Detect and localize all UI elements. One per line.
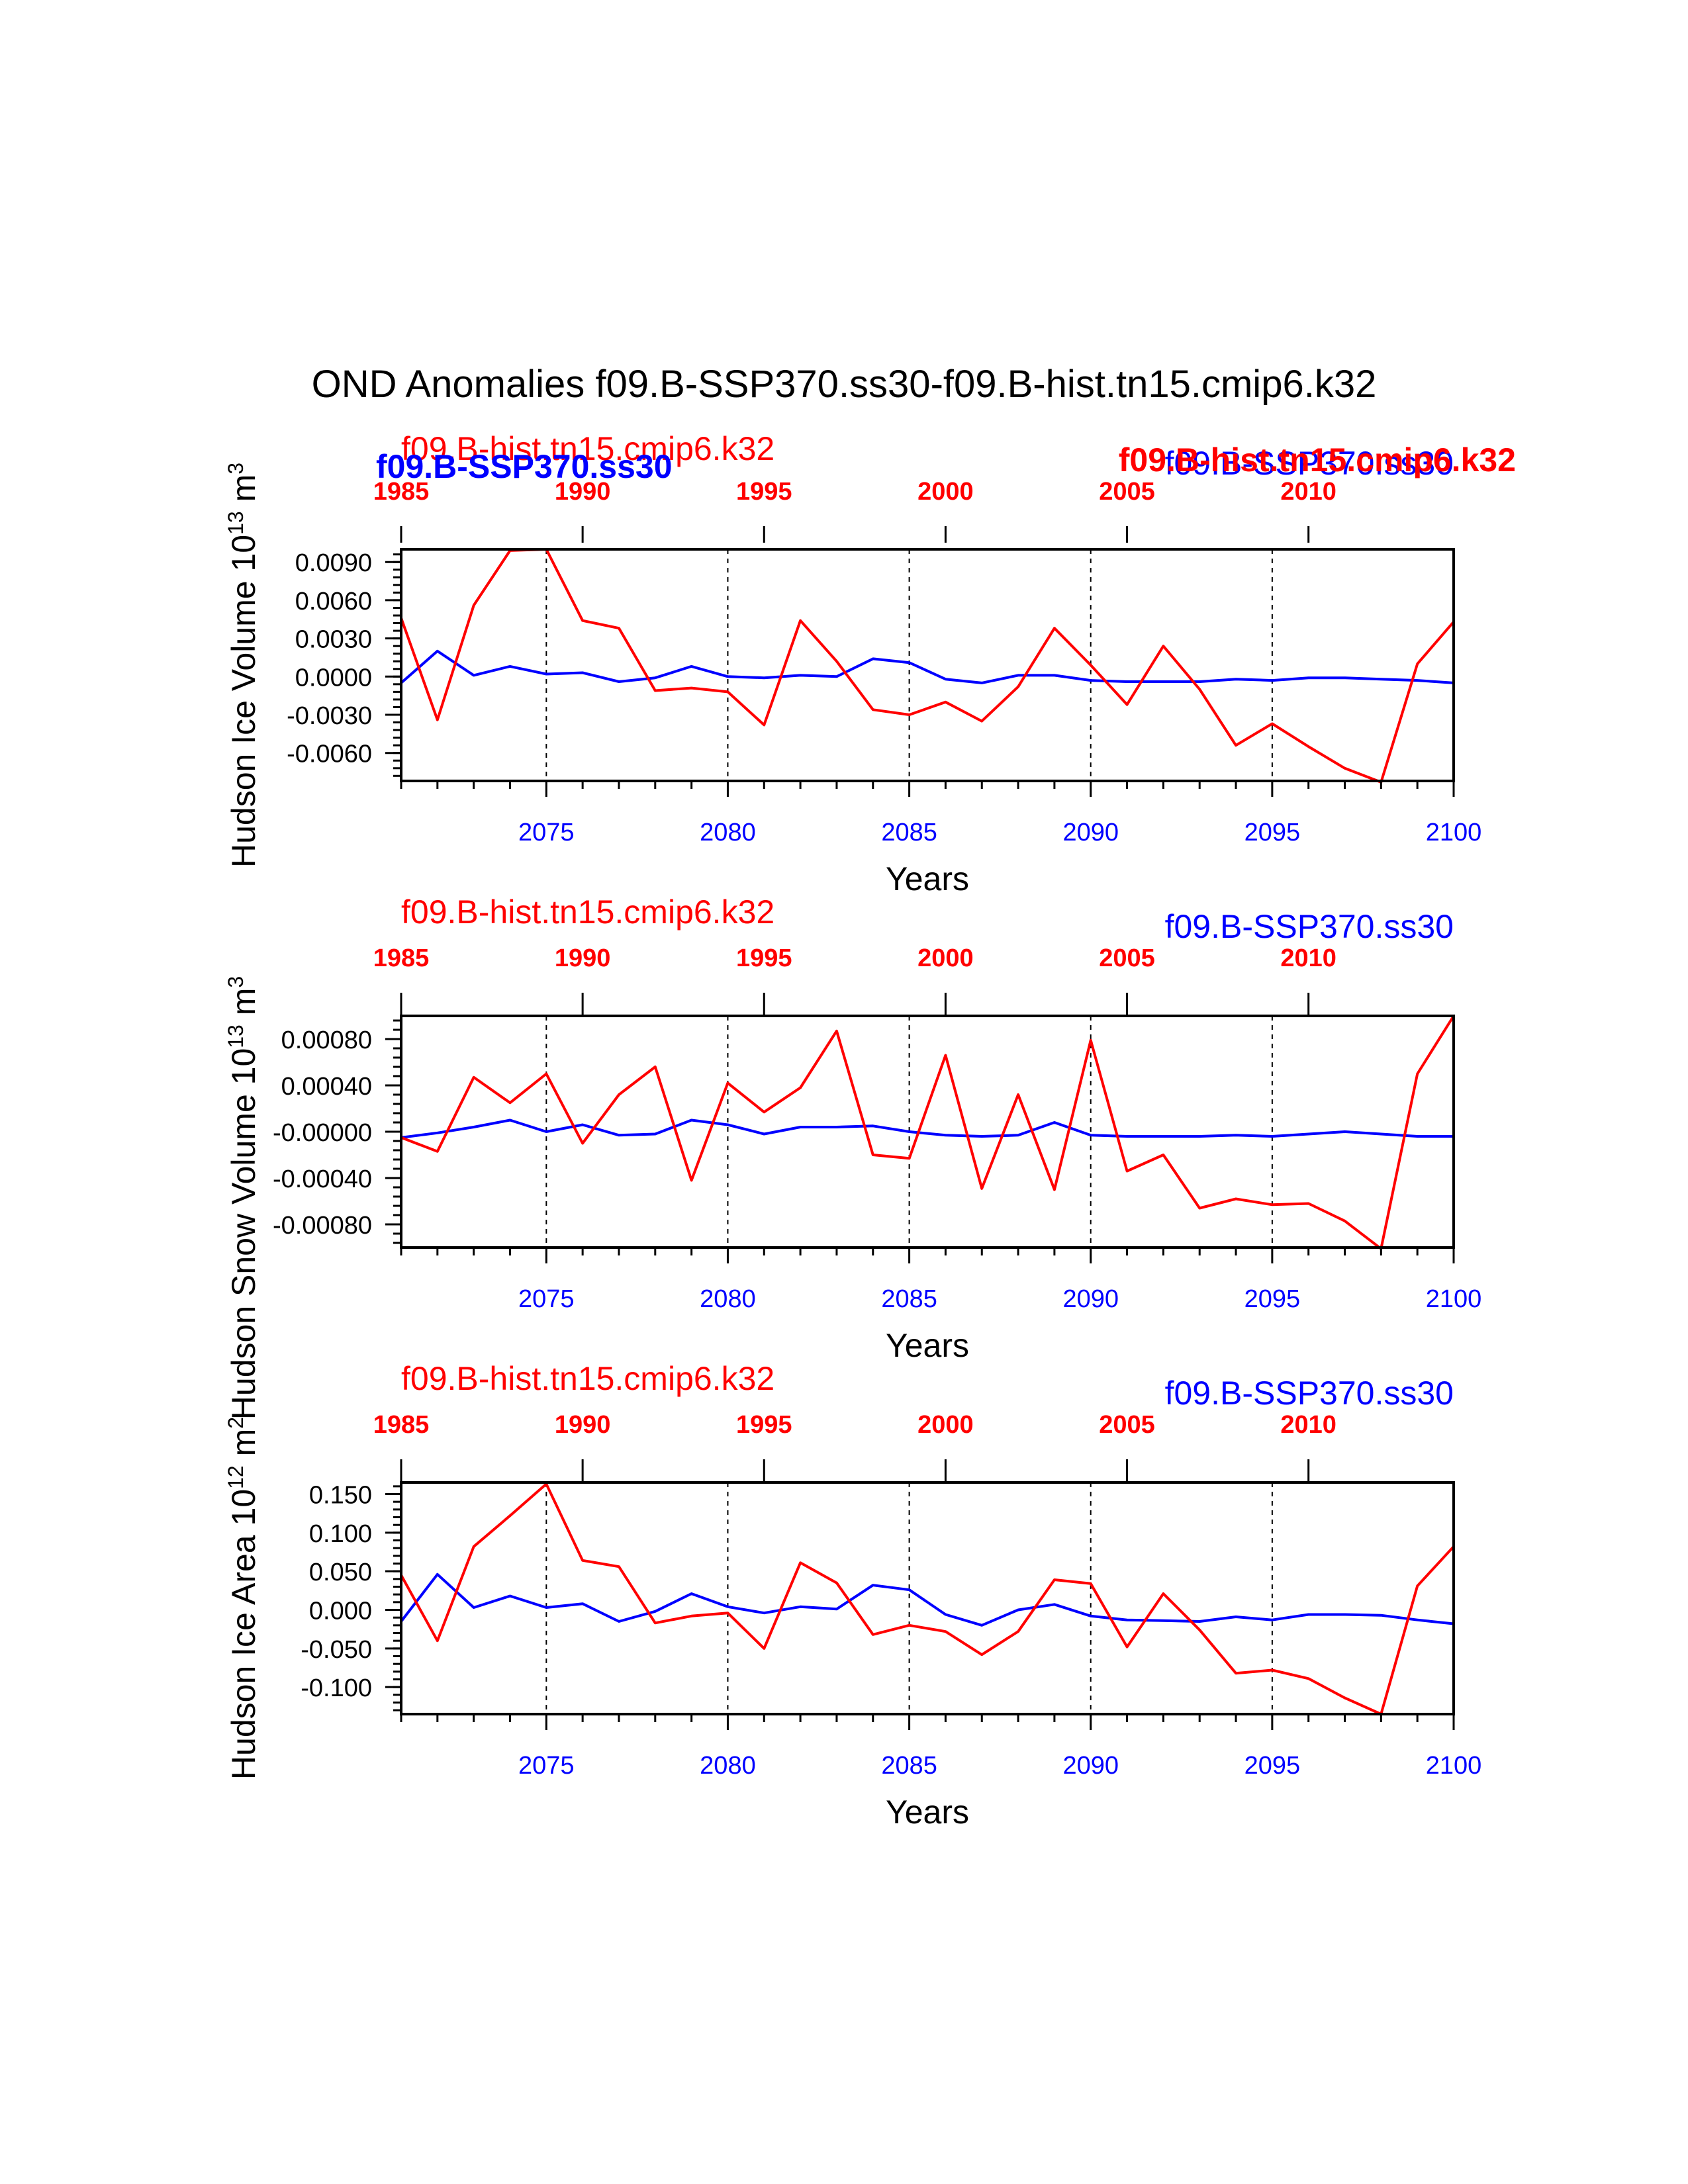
legend-ssp370-right: f09.B-SSP370.ss30 (1165, 445, 1454, 482)
x-tick-label: 2090 (1062, 1752, 1119, 1780)
y-tick-label: -0.00000 (273, 1119, 372, 1147)
x-tick-label: 2080 (700, 819, 756, 846)
legend-hist-left: f09.B-hist.tn15.cmip6.k32 (401, 430, 774, 467)
top-tick-label: 1985 (373, 944, 430, 972)
y-tick-label: -0.050 (301, 1636, 372, 1664)
top-tick-label: 1990 (555, 478, 611, 506)
chart-panel-3: -0.100 -0.050 0.000 0.050 0.100 0.150 2075 2080… (224, 1360, 1481, 1831)
series-line-ssp370 (400, 1572, 1454, 1627)
series-line-hist (400, 1015, 1455, 1250)
legend-hist-left: f09.B-hist.tn15.cmip6.k32 (401, 1360, 774, 1397)
y-axis-label: Hudson Ice Volume 1013 m3 (224, 463, 262, 868)
y-tick-label: -0.00080 (273, 1212, 372, 1240)
y-tick-label: 0.150 (309, 1482, 372, 1510)
figure-title: OND Anomalies f09.B-SSP370.ss30-f09.B-hi… (312, 363, 1377, 406)
legend-ssp370-right: f09.B-SSP370.ss30 (1165, 1375, 1454, 1412)
x-tick-label: 2100 (1426, 819, 1482, 846)
x-tick-label: 2100 (1426, 1285, 1482, 1313)
y-tick-label: 0.00040 (281, 1073, 372, 1101)
chart-panel-1: -0.0060 -0.0030 0.0000 0.0030 0.0060 0.0090 20… (224, 430, 1516, 897)
x-tick-label: 2080 (700, 1752, 756, 1780)
top-tick-label: 1995 (736, 478, 792, 506)
y-tick-label: -0.100 (301, 1674, 372, 1702)
x-tick-label: 2095 (1244, 819, 1301, 846)
top-tick-label: 2010 (1280, 478, 1336, 506)
x-tick-label: 2075 (518, 1285, 575, 1313)
top-tick-label: 1995 (736, 944, 792, 972)
plot-frame (400, 1015, 1455, 1249)
legend-hist-left: f09.B-hist.tn15.cmip6.k32 (401, 893, 774, 931)
x-tick-label: 2095 (1244, 1285, 1301, 1313)
y-tick-label: 0.0000 (295, 664, 372, 692)
x-tick-label: 2085 (881, 1285, 937, 1313)
top-tick-label: 1985 (373, 1411, 430, 1439)
legend-ssp370-left-overlap: f09.B-SSP370.ss30 (376, 448, 673, 485)
x-tick-label: 2085 (881, 819, 937, 846)
x-tick-label: 2100 (1426, 1752, 1482, 1780)
series-line-hist (400, 548, 1455, 784)
y-tick-label: 0.0090 (295, 549, 372, 577)
y-tick-label: 0.0030 (295, 626, 372, 654)
top-tick-label: 2005 (1099, 478, 1155, 506)
y-tick-label: 0.100 (309, 1520, 372, 1548)
plot-frame (400, 548, 1455, 782)
top-tick-label: 2000 (917, 1411, 974, 1439)
x-tick-label: 2090 (1062, 819, 1119, 846)
y-axis-label: Hudson Ice Area 1012 m2 (224, 1417, 262, 1780)
series-line-ssp370 (400, 649, 1454, 684)
top-tick-label: 1990 (555, 944, 611, 972)
top-tick-label: 2000 (917, 478, 974, 506)
x-tick-label: 2090 (1062, 1285, 1119, 1313)
x-tick-label: 2085 (881, 1752, 937, 1780)
legend-hist-right-overlap: f09.B-hist.tn15.cmip6.k32 (1119, 441, 1516, 478)
top-tick-label: 2005 (1099, 944, 1155, 972)
top-tick-label: 1990 (555, 1411, 611, 1439)
y-tick-label: 0.050 (309, 1559, 372, 1586)
top-tick-label: 2010 (1280, 1411, 1336, 1439)
y-tick-label: -0.0030 (287, 702, 372, 730)
x-tick-label: 2095 (1244, 1752, 1301, 1780)
y-tick-label: 0.0060 (295, 588, 372, 615)
y-tick-label: 0.00080 (281, 1026, 372, 1054)
top-tick-label: 2000 (917, 944, 974, 972)
y-tick-label: -0.00040 (273, 1165, 372, 1193)
series-line-hist (400, 1482, 1455, 1715)
top-tick-label: 2010 (1280, 944, 1336, 972)
top-tick-label: 2005 (1099, 1411, 1155, 1439)
x-axis-label: Years (886, 1327, 969, 1364)
top-tick-label: 1995 (736, 1411, 792, 1439)
chart-panel-2: -0.00080 -0.00040 -0.00000 0.00040 0.00080 20… (224, 893, 1481, 1420)
x-tick-label: 2075 (518, 1752, 575, 1780)
x-axis-label: Years (886, 860, 969, 897)
plot-frame (400, 1481, 1455, 1715)
x-axis-label: Years (886, 1794, 969, 1831)
x-tick-label: 2075 (518, 819, 575, 846)
y-axis-label: Hudson Snow Volume 1013 m3 (224, 976, 262, 1420)
y-tick-label: 0.000 (309, 1598, 372, 1625)
top-tick-label: 1985 (373, 478, 430, 506)
legend-ssp370-right: f09.B-SSP370.ss30 (1165, 908, 1454, 945)
series-line-ssp370 (400, 1118, 1454, 1139)
y-tick-label: -0.0060 (287, 741, 372, 768)
x-tick-label: 2080 (700, 1285, 756, 1313)
